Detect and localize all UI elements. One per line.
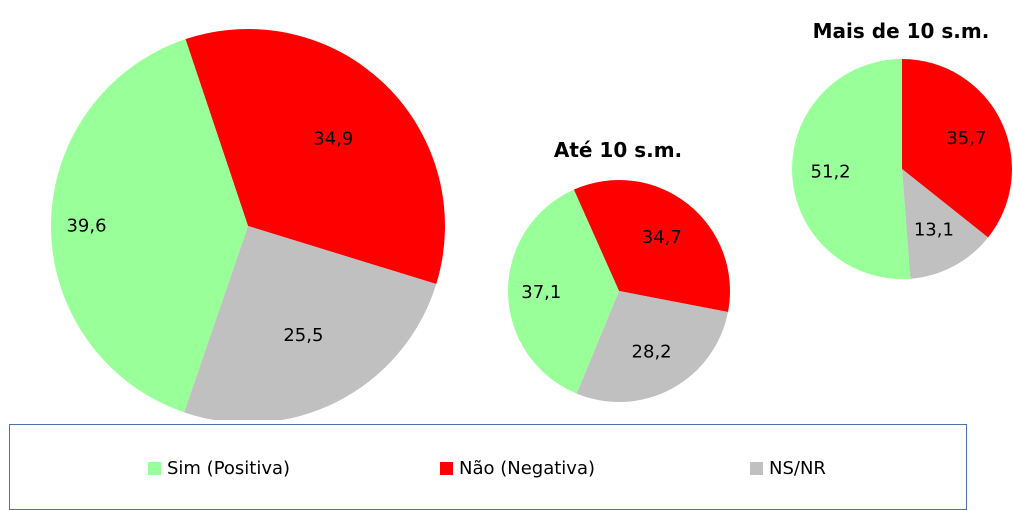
pie-ate-10: 34,7 28,2 37,1: [507, 180, 730, 403]
pie-title-ate-10: Até 10 s.m.: [554, 138, 682, 162]
pie-label-ate-10-positive: 37,1: [521, 282, 561, 303]
pie-slice-ate-10-unknown: [576, 291, 728, 403]
pie-slice-mais-10-positive: [792, 59, 911, 279]
pie-label-overall-negative: 34,9: [313, 129, 353, 150]
pie-title-mais-10: Mais de 10 s.m.: [813, 19, 990, 43]
legend-swatch-negative: [440, 461, 453, 475]
pie-slice-mais-10-unknown: [902, 169, 989, 279]
pie-slice-overall-unknown: [184, 226, 437, 420]
pie-slice-overall-negative: [185, 28, 446, 285]
pie-label-overall-positive: 39,6: [66, 215, 106, 236]
legend-label-negative: Não (Negativa): [459, 457, 596, 479]
pie-slice-mais-10-negative: [902, 59, 1012, 238]
legend-item-positive: Sim (Positiva): [148, 457, 290, 479]
pie-slice-overall-positive: [51, 39, 248, 413]
pie-slice-ate-10-negative: [573, 180, 730, 313]
pie-label-overall-unknown: 25,5: [283, 325, 323, 346]
legend-label-positive: Sim (Positiva): [167, 457, 291, 479]
legend-swatch-unknown: [750, 461, 763, 475]
pie-label-mais-10-unknown: 13,1: [914, 219, 954, 240]
pie-label-ate-10-negative: 34,7: [642, 227, 682, 248]
legend: Sim (Positiva) Não (Negativa) NS/NR: [9, 424, 967, 510]
pie-slice-ate-10-positive: [507, 189, 619, 394]
pie-charts: 35,7 13,1 51,2 34,7 28,2 37,1 34,9 25,5 39,6 Até…: [51, 19, 1012, 420]
pie-overall: 34,9 25,5 39,6: [51, 28, 446, 420]
legend-item-negative: Não (Negativa): [440, 457, 595, 479]
pie-label-mais-10-negative: 35,7: [946, 128, 986, 149]
pie-label-ate-10-unknown: 28,2: [632, 342, 672, 363]
legend-label-unknown: NS/NR: [769, 457, 826, 479]
pie-mais-10: 35,7 13,1 51,2: [792, 59, 1012, 279]
pie-label-mais-10-positive: 51,2: [811, 162, 851, 183]
legend-swatch-positive: [148, 461, 161, 475]
legend-item-unknown: NS/NR: [750, 457, 826, 479]
